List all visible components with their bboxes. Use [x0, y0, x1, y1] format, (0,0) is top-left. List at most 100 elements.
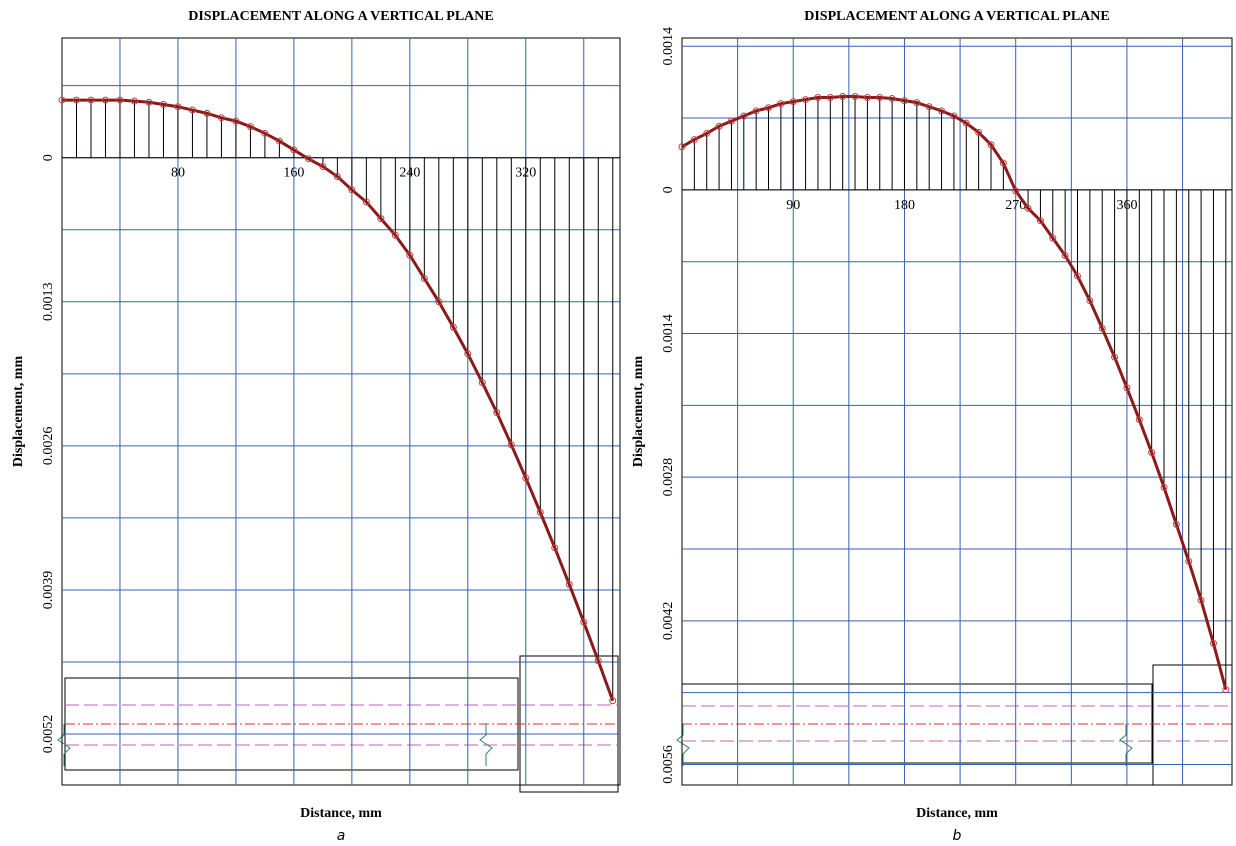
- x-axis-label: Distance, mm: [916, 806, 998, 821]
- marker: [1012, 187, 1020, 195]
- marker: [1036, 217, 1044, 225]
- marker: [740, 112, 748, 120]
- marker: [174, 103, 182, 111]
- marker: [464, 350, 472, 358]
- marker: [101, 96, 109, 104]
- marker: [493, 409, 501, 417]
- marker: [116, 96, 124, 104]
- marker: [290, 146, 298, 154]
- marker: [1123, 384, 1131, 392]
- marker: [1148, 449, 1156, 457]
- marker: [1086, 297, 1094, 305]
- marker: [913, 99, 921, 107]
- y-tick-label: 0.0039: [41, 571, 56, 610]
- marker: [217, 114, 225, 122]
- marker: [826, 94, 834, 102]
- y-tick-label: 0.0042: [661, 602, 676, 641]
- marker: [1074, 272, 1082, 280]
- x-tick-label: 90: [786, 198, 800, 213]
- marker: [1209, 639, 1217, 647]
- marker: [814, 94, 822, 102]
- x-tick-label: 160: [283, 166, 304, 181]
- chart-title: DISPLACEMENT ALONG A VERTICAL PLANE: [804, 9, 1110, 24]
- marker: [435, 298, 443, 306]
- marker: [609, 697, 617, 705]
- marker: [777, 100, 785, 108]
- plot-area: [681, 37, 1233, 786]
- marker: [925, 103, 933, 111]
- marker: [1098, 324, 1106, 332]
- marker: [594, 657, 602, 665]
- marker: [1024, 204, 1032, 212]
- marker: [752, 107, 760, 115]
- marker: [130, 97, 138, 105]
- y-tick-label: 0: [661, 186, 676, 193]
- caption: a: [337, 828, 346, 844]
- marker: [839, 92, 847, 100]
- marker: [159, 100, 167, 108]
- marker: [319, 163, 327, 171]
- marker: [406, 251, 414, 259]
- marker: [304, 155, 312, 163]
- marker: [1061, 252, 1069, 260]
- marker: [333, 173, 341, 181]
- y-tick-label: 0.0013: [41, 283, 56, 322]
- marker: [789, 98, 797, 106]
- plot: 90 180 270 3600.001400.00140.00280.00420.00…: [661, 27, 1233, 786]
- y-axis-label: Displacement, mm: [11, 356, 26, 468]
- marker: [348, 186, 356, 194]
- x-tick-label: 80: [171, 166, 185, 181]
- marker: [1222, 686, 1230, 694]
- marker: [449, 323, 457, 331]
- marker: [863, 94, 871, 102]
- y-tick-label: 0.0026: [41, 427, 56, 466]
- y-tick-label: 0.0052: [41, 715, 56, 754]
- marker: [188, 106, 196, 114]
- marker: [888, 95, 896, 103]
- y-tick-label: 0.0028: [661, 458, 676, 497]
- marker: [1185, 557, 1193, 565]
- marker: [72, 96, 80, 104]
- marker: [975, 128, 983, 136]
- marker: [876, 94, 884, 102]
- marker: [962, 119, 970, 127]
- marker: [765, 104, 773, 112]
- marker: [536, 508, 544, 516]
- marker: [1111, 353, 1119, 361]
- marker: [999, 159, 1007, 167]
- beam-schematic-a: [57, 655, 619, 793]
- marker: [678, 143, 686, 151]
- marker: [703, 129, 711, 137]
- marker: [58, 96, 66, 104]
- marker: [87, 96, 95, 104]
- marker: [690, 136, 698, 144]
- y-tick-label: 0.0014: [661, 27, 676, 65]
- marker: [246, 123, 254, 131]
- marker: [507, 441, 515, 449]
- marker: [203, 109, 211, 117]
- x-tick-label: 180: [894, 198, 915, 213]
- beam-schematic-b: [676, 664, 1233, 786]
- marker: [232, 117, 240, 125]
- marker: [275, 137, 283, 145]
- marker: [362, 198, 370, 206]
- x-axis-label: Distance, mm: [300, 806, 382, 821]
- marker: [727, 117, 735, 125]
- marker: [391, 231, 399, 239]
- marker: [580, 618, 588, 626]
- marker: [950, 112, 958, 120]
- marker: [1135, 416, 1143, 424]
- marker: [802, 96, 810, 104]
- y-axis-label: Displacement, mm: [631, 356, 646, 468]
- marker: [851, 92, 859, 100]
- marker: [261, 129, 269, 137]
- marker: [900, 97, 908, 105]
- x-tick-label: 270: [1005, 198, 1026, 213]
- marker: [522, 474, 530, 482]
- marker: [565, 580, 573, 588]
- y-tick-label: 0.0014: [661, 314, 676, 353]
- marker: [551, 544, 559, 552]
- marker: [1160, 483, 1168, 491]
